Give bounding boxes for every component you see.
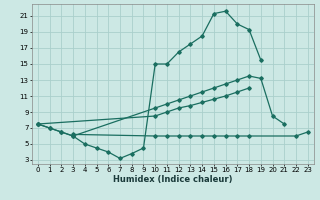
X-axis label: Humidex (Indice chaleur): Humidex (Indice chaleur) [113, 175, 233, 184]
